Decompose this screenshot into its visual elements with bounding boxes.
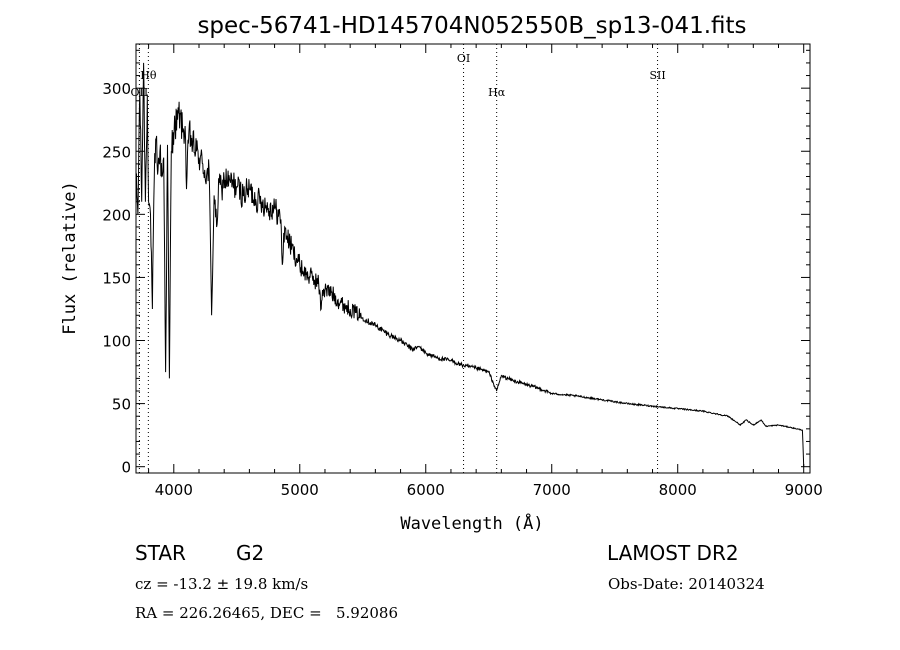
x-axis-label: Wavelength (Å) xyxy=(400,512,543,534)
spectrum-line xyxy=(135,62,805,467)
x-tick-label: 4000 xyxy=(155,481,193,499)
line-marker-label: Hθ xyxy=(140,69,157,82)
object-subclass: G2 xyxy=(236,541,265,565)
x-tick-label: 7000 xyxy=(533,481,571,499)
line-marker-label: SII xyxy=(649,69,665,82)
line-marker-label: Hα xyxy=(488,86,506,99)
redshift-text: cz = -13.2 ± 19.8 km/s xyxy=(135,575,309,593)
y-tick-label: 200 xyxy=(102,206,131,224)
y-tick-label: 150 xyxy=(102,269,131,287)
chart-title: spec-56741-HD145704N052550B_sp13-041.fit… xyxy=(197,13,746,39)
x-tick-label: 6000 xyxy=(407,481,445,499)
axis-ticks: 4000 5000 6000 7000 8000 9000 0 50 100 150 200 250 3… xyxy=(102,44,823,499)
x-tick-label: 5000 xyxy=(281,481,319,499)
y-axis-label: Flux (relative) xyxy=(60,181,80,335)
y-tick-label: 0 xyxy=(121,459,131,477)
y-tick-label: 250 xyxy=(102,143,131,161)
x-tick-label: 9000 xyxy=(785,481,823,499)
coordinates-text: RA = 226.26465, DEC = 5.92086 xyxy=(135,604,399,622)
obs-date-text: Obs-Date: 20140324 xyxy=(608,575,765,593)
y-tick-label: 100 xyxy=(102,333,131,351)
line-marker-label: OI xyxy=(457,52,470,65)
y-tick-label: 50 xyxy=(112,396,131,414)
y-tick-label: 300 xyxy=(102,80,131,98)
plot-frame xyxy=(135,43,811,474)
x-tick-label: 8000 xyxy=(659,481,697,499)
object-class: STAR xyxy=(135,541,186,565)
survey-label: LAMOST DR2 xyxy=(607,541,739,565)
